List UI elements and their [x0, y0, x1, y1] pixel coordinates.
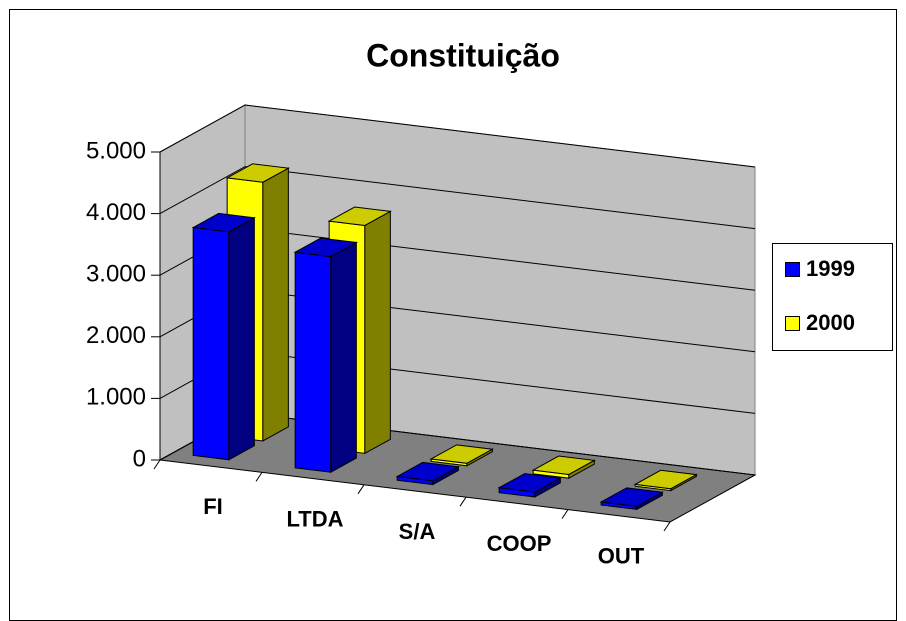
- bar-top: [429, 444, 494, 464]
- x-tick-label: FI: [203, 494, 223, 519]
- y-tick-label: 5.000: [86, 137, 146, 164]
- legend-swatch: [785, 262, 800, 277]
- x-tick: [459, 496, 467, 507]
- bar-top: [191, 212, 256, 233]
- y-tick-label: 0: [133, 445, 146, 472]
- x-tick-label: OUT: [598, 544, 645, 569]
- bar-top: [293, 237, 358, 258]
- x-tick: [357, 484, 365, 495]
- legend-label: 2000: [806, 310, 855, 335]
- y-tick-label: 3.000: [86, 261, 146, 288]
- bar-side: [228, 216, 255, 461]
- x-tick: [255, 472, 263, 482]
- bar-front: [192, 226, 230, 461]
- y-tick-label: 4.000: [86, 199, 146, 226]
- y-tick-label: 1.000: [86, 384, 146, 411]
- bar-front: [294, 251, 332, 473]
- bar-side: [330, 241, 357, 474]
- bar-top: [633, 469, 698, 490]
- chart-title: Constituição: [366, 37, 560, 73]
- x-tick-label: S/A: [399, 519, 436, 544]
- x-tick-label: LTDA: [286, 506, 343, 531]
- bar-top: [225, 163, 290, 183]
- x-tick: [663, 521, 671, 532]
- grid-line: [159, 166, 756, 230]
- bar-top: [497, 473, 562, 493]
- legend-swatch: [785, 316, 800, 331]
- y-tick-label: 2.000: [86, 322, 146, 349]
- x-tick: [561, 509, 569, 519]
- bar-top: [327, 206, 392, 226]
- grid-line: [159, 104, 756, 168]
- bar-top: [599, 487, 664, 507]
- bar-top: [531, 455, 596, 475]
- x-tick: [153, 459, 161, 470]
- bar-top: [395, 461, 460, 482]
- legend: [772, 243, 893, 351]
- legend-label: 1999: [806, 256, 855, 281]
- x-tick-label: COOP: [487, 531, 552, 556]
- bar-side: [262, 167, 289, 442]
- bar-side: [364, 210, 391, 455]
